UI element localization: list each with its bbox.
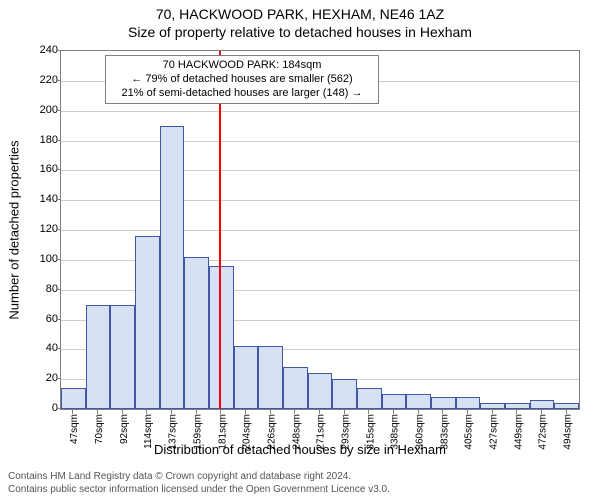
title-address: 70, HACKWOOD PARK, HEXHAM, NE46 1AZ: [0, 6, 600, 22]
histogram-bar: [184, 257, 209, 409]
histogram-bar: [209, 266, 234, 409]
gridline: [61, 141, 579, 142]
annotation-line: 21% of semi-detached houses are larger (…: [111, 87, 373, 101]
histogram-bar: [530, 400, 555, 409]
annotation-line: 70 HACKWOOD PARK: 184sqm: [111, 59, 373, 73]
title-description: Size of property relative to detached ho…: [0, 24, 600, 40]
gridline: [61, 111, 579, 112]
histogram-bar: [332, 379, 357, 409]
histogram-bar: [110, 305, 135, 409]
histogram-bar: [431, 397, 456, 409]
gridline: [61, 230, 579, 231]
histogram-bar: [308, 373, 333, 409]
histogram-bar: [456, 397, 481, 409]
y-axis-label: Number of detached properties: [7, 140, 22, 319]
histogram-bar: [61, 388, 86, 409]
gridline: [61, 170, 579, 171]
histogram-bar: [554, 403, 579, 409]
annotation-box: 70 HACKWOOD PARK: 184sqm← 79% of detache…: [105, 55, 379, 104]
histogram-bar: [283, 367, 308, 409]
histogram-bar: [160, 126, 185, 409]
histogram-bar: [234, 346, 259, 409]
histogram-bar: [505, 403, 530, 409]
histogram-bar: [258, 346, 283, 409]
histogram-bar: [480, 403, 505, 409]
x-axis-label: Distribution of detached houses by size …: [0, 442, 600, 457]
chart-page: 70, HACKWOOD PARK, HEXHAM, NE46 1AZ Size…: [0, 0, 600, 500]
histogram-bar: [357, 388, 382, 409]
histogram-bar: [135, 236, 160, 409]
property-marker-line: [219, 51, 221, 409]
histogram-bar: [406, 394, 431, 409]
histogram-bar: [86, 305, 111, 409]
footer-line-1: Contains HM Land Registry data © Crown c…: [8, 470, 390, 483]
footer-line-2: Contains public sector information licen…: [8, 483, 390, 496]
annotation-line: ← 79% of detached houses are smaller (56…: [111, 73, 373, 87]
gridline: [61, 200, 579, 201]
histogram-bar: [382, 394, 407, 409]
footer-attribution: Contains HM Land Registry data © Crown c…: [8, 470, 390, 496]
